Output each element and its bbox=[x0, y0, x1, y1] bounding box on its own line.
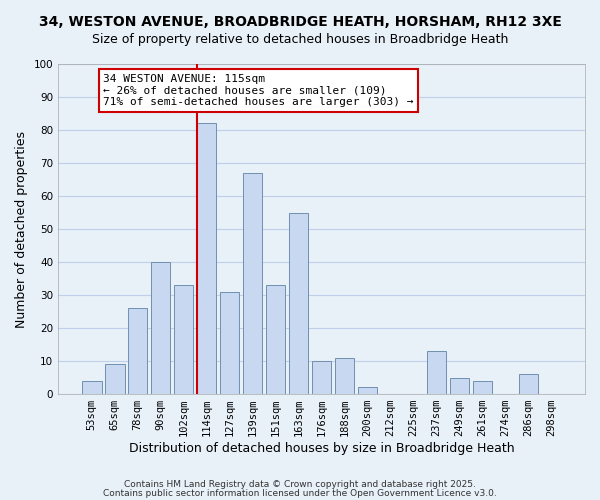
Bar bbox=[220, 292, 239, 394]
Bar bbox=[427, 351, 446, 394]
Bar bbox=[151, 262, 170, 394]
Bar bbox=[243, 173, 262, 394]
Text: Contains public sector information licensed under the Open Government Licence v3: Contains public sector information licen… bbox=[103, 488, 497, 498]
Text: Size of property relative to detached houses in Broadbridge Heath: Size of property relative to detached ho… bbox=[92, 32, 508, 46]
Text: 34 WESTON AVENUE: 115sqm
← 26% of detached houses are smaller (109)
71% of semi-: 34 WESTON AVENUE: 115sqm ← 26% of detach… bbox=[103, 74, 414, 107]
Bar bbox=[289, 212, 308, 394]
Bar bbox=[174, 285, 193, 394]
Bar bbox=[518, 374, 538, 394]
Bar bbox=[266, 285, 286, 394]
Bar bbox=[473, 381, 492, 394]
X-axis label: Distribution of detached houses by size in Broadbridge Heath: Distribution of detached houses by size … bbox=[129, 442, 514, 455]
Text: 34, WESTON AVENUE, BROADBRIDGE HEATH, HORSHAM, RH12 3XE: 34, WESTON AVENUE, BROADBRIDGE HEATH, HO… bbox=[38, 15, 562, 29]
Bar bbox=[105, 364, 125, 394]
Bar bbox=[358, 388, 377, 394]
Bar bbox=[197, 124, 217, 394]
Bar bbox=[82, 381, 101, 394]
Bar bbox=[128, 308, 148, 394]
Bar bbox=[312, 361, 331, 394]
Bar bbox=[449, 378, 469, 394]
Y-axis label: Number of detached properties: Number of detached properties bbox=[15, 130, 28, 328]
Text: Contains HM Land Registry data © Crown copyright and database right 2025.: Contains HM Land Registry data © Crown c… bbox=[124, 480, 476, 489]
Bar bbox=[335, 358, 354, 394]
